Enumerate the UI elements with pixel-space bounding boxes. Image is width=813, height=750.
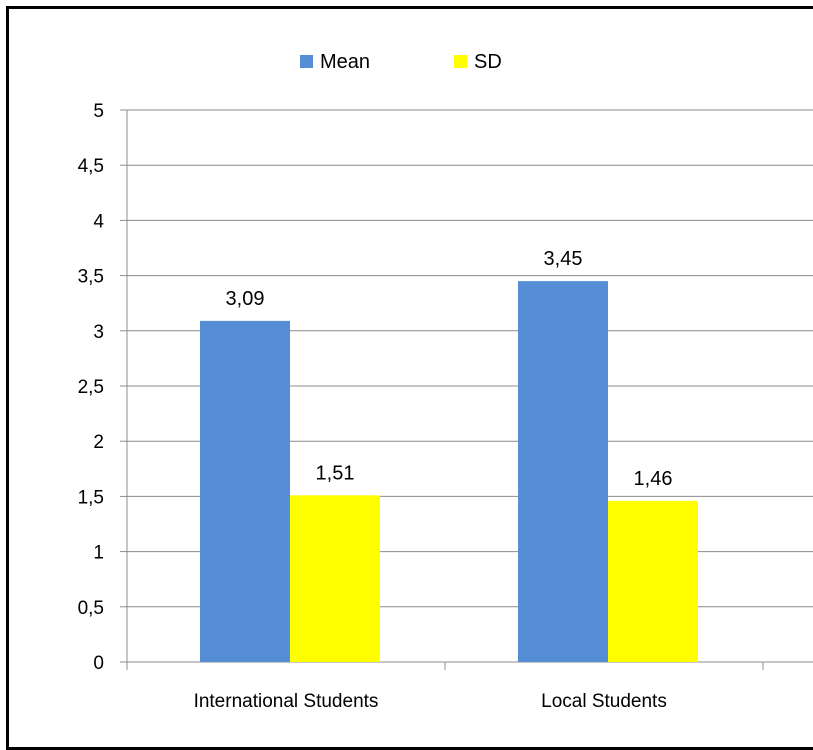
bar-sd-2	[608, 500, 698, 662]
y-tick-label: 0	[93, 653, 104, 674]
y-tick-label: 5	[93, 101, 104, 122]
y-tick-label: 4,5	[78, 156, 104, 177]
y-tick-label: 3	[93, 322, 104, 343]
legend-swatch-sd	[454, 55, 467, 68]
data-label-sd-1: 1,51	[316, 462, 355, 484]
y-tick-label: 1,5	[78, 487, 104, 508]
y-tick-label: 2,5	[78, 377, 104, 398]
y-tick-label: 4	[93, 211, 104, 232]
legend-swatch-mean	[300, 55, 313, 68]
x-tick-label: International Students	[194, 691, 379, 712]
data-label-mean-2: 3,45	[544, 248, 583, 270]
data-labels: 3,09 1,51 3,45 1,46	[226, 248, 673, 490]
y-tick-label: 2	[93, 432, 104, 453]
bar-mean-2	[518, 281, 608, 662]
y-tick-label: 1	[93, 543, 104, 564]
y-tick-label: 0,5	[78, 598, 104, 619]
y-axis-tick-labels: 0 0,5 1 1,5 2 2,5 3 3,5 4 4,5 5	[78, 101, 105, 674]
legend-label-mean: Mean	[320, 51, 370, 73]
x-axis-tick-labels: International Students Local Students	[194, 691, 667, 712]
bar-sd-1	[290, 495, 380, 662]
x-tick-label: Local Students	[541, 691, 667, 712]
data-label-mean-1: 3,09	[226, 288, 265, 310]
bar-mean-1	[200, 320, 290, 662]
legend: Mean SD	[300, 51, 502, 73]
data-label-sd-2: 1,46	[634, 468, 673, 490]
y-tick-label: 3,5	[78, 267, 104, 288]
legend-label-sd: SD	[474, 51, 502, 73]
bars	[200, 281, 698, 662]
